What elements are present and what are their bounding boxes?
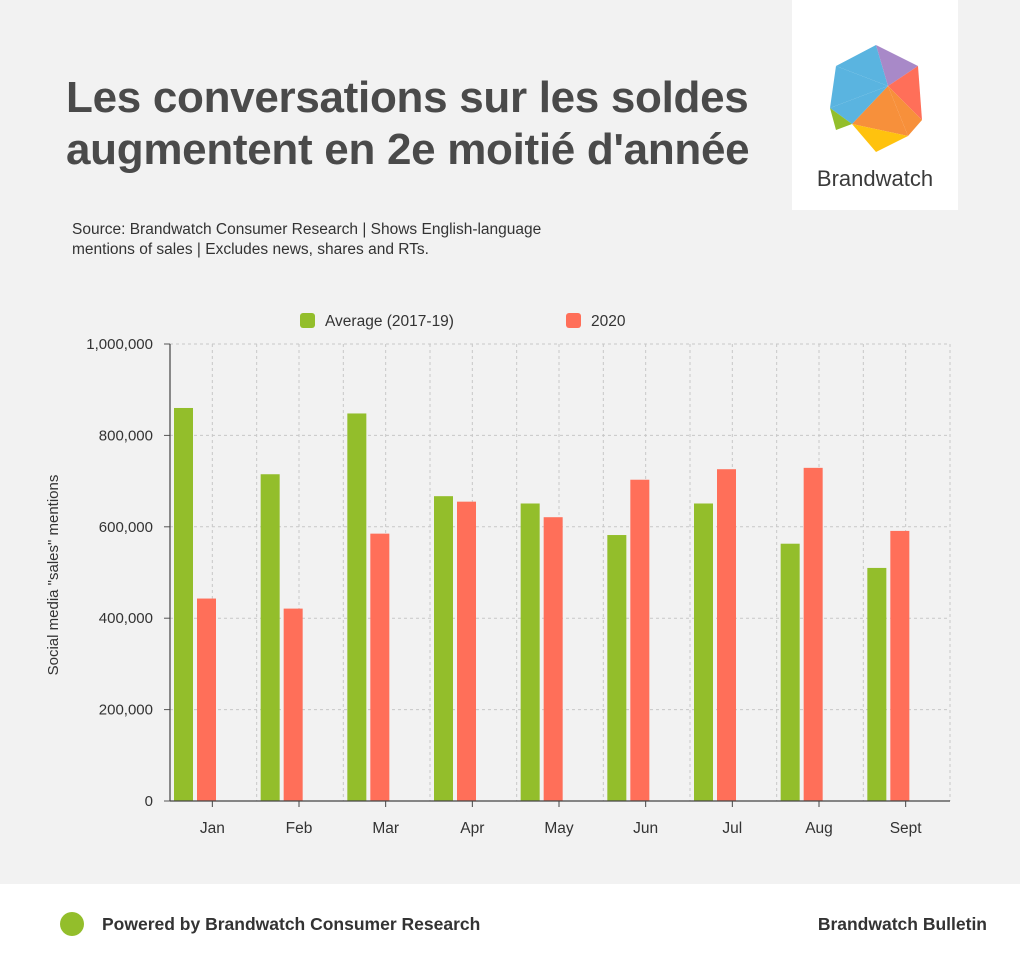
footer: Powered by Brandwatch Consumer Research … xyxy=(0,884,1020,963)
bar-2020-jul xyxy=(717,469,736,801)
y-tick-label: 400,000 xyxy=(99,610,153,627)
y-tick-label: 600,000 xyxy=(99,519,153,536)
legend-label: 2020 xyxy=(591,313,626,330)
bar-chart: 0 200,000 400,000 600,000 800,000 1,000,000 Ja… xyxy=(45,313,951,837)
x-tick-label: Aug xyxy=(805,820,833,837)
bar-2020-feb xyxy=(283,608,303,801)
bar-2020-sept xyxy=(890,530,910,801)
bar-2020-apr xyxy=(457,501,476,801)
y-tick-label: 0 xyxy=(145,793,153,810)
legend: Average (2017-19) 2020 xyxy=(300,313,626,330)
y-tick-label: 800,000 xyxy=(99,427,153,444)
source-note: Source: Brandwatch Consumer Research | S… xyxy=(72,220,612,260)
bar-average-jun xyxy=(607,535,627,801)
brandwatch-logo-icon xyxy=(830,45,922,152)
bar-2020-mar xyxy=(370,533,390,801)
legend-swatch xyxy=(300,313,315,328)
x-tick-label: Feb xyxy=(286,820,313,837)
bar-average-feb xyxy=(260,474,280,801)
bar-2020-jan xyxy=(197,598,216,801)
bar-average-jan xyxy=(174,407,193,801)
footer-dot-icon xyxy=(60,912,84,936)
title-line-2: augmentent en 2e moitié d'année xyxy=(66,125,750,174)
bar-2020-aug xyxy=(803,467,823,801)
bar-average-aug xyxy=(780,543,800,801)
x-tick-label: Sept xyxy=(890,820,923,837)
footer-brand: Brandwatch Bulletin xyxy=(817,914,987,934)
x-tick-label: Mar xyxy=(372,820,399,837)
y-tick-label: 200,000 xyxy=(99,702,153,719)
y-axis-title: Social media "sales" mentions xyxy=(45,475,62,676)
title-line-1: Les conversations sur les soldes xyxy=(66,73,749,122)
bar-average-jul xyxy=(694,503,713,801)
source-line-1: Source: Brandwatch Consumer Research | S… xyxy=(72,221,542,238)
x-tick-label: Jan xyxy=(200,820,225,837)
x-tick-label: Apr xyxy=(460,820,484,837)
legend-label: Average (2017-19) xyxy=(325,313,454,330)
page-title: Les conversations sur les soldes augment… xyxy=(66,72,766,176)
bar-2020-may xyxy=(543,517,563,801)
footer-powered-by: Powered by Brandwatch Consumer Research xyxy=(102,914,481,934)
bar-2020-jun xyxy=(630,479,650,801)
axes: 0 200,000 400,000 600,000 800,000 1,000,000 Ja… xyxy=(86,336,950,837)
x-tick-label: May xyxy=(544,820,574,837)
bars xyxy=(174,407,910,801)
bar-average-sept xyxy=(867,567,887,801)
bar-average-apr xyxy=(434,496,453,801)
bar-average-mar xyxy=(347,413,367,801)
legend-swatch xyxy=(566,313,581,328)
bar-average-may xyxy=(520,503,540,801)
source-line-2: mentions of sales | Excludes news, share… xyxy=(72,241,429,258)
brand-logo: Brandwatch xyxy=(792,0,958,210)
x-tick-label: Jul xyxy=(722,820,742,837)
y-tick-label: 1,000,000 xyxy=(86,336,153,353)
logo-wordmark: Brandwatch xyxy=(816,166,934,191)
x-tick-label: Jun xyxy=(633,820,658,837)
